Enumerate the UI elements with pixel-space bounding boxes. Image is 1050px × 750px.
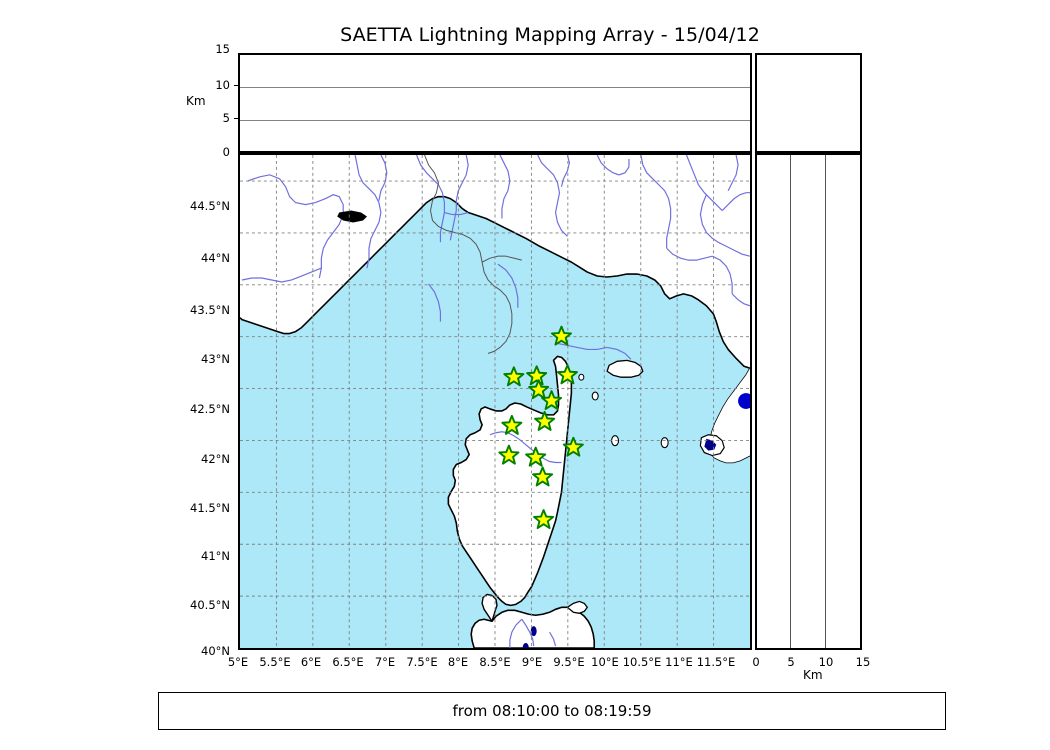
gridline-10km-vertical (825, 155, 826, 648)
lagoon-mainland (337, 210, 368, 223)
map-xtick-9.5E: 9.5°E (553, 655, 585, 669)
altitude-vs-latitude-panel[interactable] (755, 153, 862, 650)
top-ytick-0: 0 (222, 145, 230, 159)
map-xtick-7E: 7°E (374, 655, 396, 669)
map-ytick-43N: 43°N (201, 352, 230, 366)
map-graphic (240, 155, 750, 648)
right-xtick-5: 5 (787, 655, 795, 669)
river-sardinia-2 (509, 618, 523, 648)
sardinia-cape-ne (566, 600, 589, 614)
map-ytick-42N: 42°N (201, 452, 230, 466)
map-xtick-9E: 9°E (521, 655, 543, 669)
country-borders (424, 155, 522, 354)
landmass-mainland (240, 155, 750, 369)
gridline-5km (240, 120, 750, 121)
map-ytick-44.5N: 44.5°N (190, 199, 230, 213)
time-range-status-bar: from 08:10:00 to 08:19:59 (158, 692, 946, 730)
altitude-vs-longitude-panel[interactable] (238, 53, 752, 153)
map-xtick-6E: 6°E (300, 655, 322, 669)
blue-source-marker (738, 393, 750, 409)
right-xtick-15: 15 (855, 655, 871, 669)
map-ytick-44N: 44°N (201, 251, 230, 265)
right-xtick-10: 10 (818, 655, 834, 669)
top-ytick-15: 15 (215, 42, 230, 56)
lake-sardinia-2 (522, 643, 529, 648)
map-ytick-41.5N: 41.5°N (190, 501, 230, 515)
river-corsica-1 (489, 431, 562, 464)
river-sardinia-3 (549, 631, 557, 647)
map-gridlines (240, 155, 750, 648)
island-elba (606, 359, 644, 378)
time-range-text: from 08:10:00 to 08:19:59 (452, 702, 652, 720)
map-xtick-7.5E: 7.5°E (406, 655, 438, 669)
map-xtick-6.5E: 6.5°E (332, 655, 364, 669)
map-panel[interactable] (238, 153, 752, 650)
top-ytick-5: 5 (222, 111, 230, 125)
gridline-10km (240, 87, 750, 88)
map-xtick-8E: 8°E (447, 655, 469, 669)
map-ytick-40N: 40°N (201, 644, 230, 658)
gridline-5km-vertical (790, 155, 791, 648)
map-xtick-10.5E: 10.5°E (622, 655, 662, 669)
map-ytick-40.5N: 40.5°N (190, 598, 230, 612)
right-xtick-0: 0 (752, 655, 760, 669)
page-title: SAETTA Lightning Mapping Array - 15/04/1… (340, 24, 760, 46)
islet-3 (660, 437, 669, 449)
map-ytick-41N: 41°N (201, 549, 230, 563)
rivers-mainland (241, 155, 750, 360)
map-ytick-43.5N: 43.5°N (190, 303, 230, 317)
top-tickmark-5 (234, 118, 238, 119)
map-xtick-8.5E: 8.5°E (479, 655, 511, 669)
map-ytick-42.5N: 42.5°N (190, 402, 230, 416)
altitude-histogram-panel[interactable] (755, 53, 862, 153)
top-ytick-10: 10 (215, 78, 230, 92)
sardinia-cape-nw (481, 593, 498, 622)
islet-4 (578, 373, 585, 381)
map-xtick-5E: 5°E (227, 655, 249, 669)
top-panel-ylabel: Km (186, 94, 206, 108)
lake-sardinia-1 (530, 626, 537, 637)
river-sardinia-1 (521, 618, 535, 647)
map-xtick-5.5E: 5.5°E (259, 655, 291, 669)
map-xtick-10E: 10°E (591, 655, 619, 669)
map-xtick-11E: 11°E (665, 655, 693, 669)
map-xtick-11.5E: 11.5°E (696, 655, 736, 669)
islet-1 (591, 391, 599, 401)
top-tickmark-10 (234, 85, 238, 86)
right-panel-xlabel: Km (803, 668, 823, 682)
